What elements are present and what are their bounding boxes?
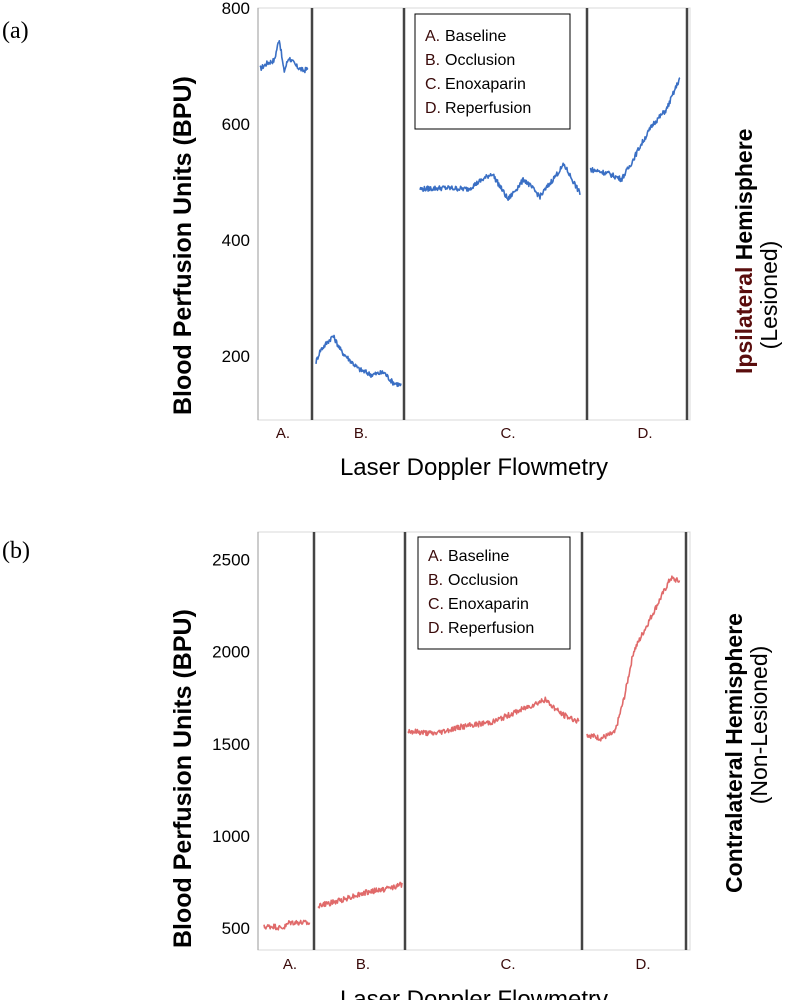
legend-letter: D. — [425, 100, 441, 117]
side-label-bold-b: Contralateral — [721, 751, 747, 893]
legend-text: Enoxaparin — [445, 76, 526, 93]
x-axis-label-b: Laser Doppler Flowmetry — [340, 986, 608, 1000]
series-line-c — [419, 162, 581, 201]
series-line-b — [317, 881, 403, 909]
segment-label: A. — [276, 425, 290, 442]
segment-label: C. — [501, 956, 516, 973]
legend-text: Reperfusion — [445, 100, 531, 117]
side-label-line2-b: (Non-Lesioned) — [746, 646, 772, 805]
y-tick-label: 1500 — [212, 735, 250, 754]
series-line-d — [589, 77, 681, 183]
series-line-b — [315, 334, 402, 388]
segment-label: B. — [354, 425, 368, 442]
segment-label: B. — [356, 956, 370, 973]
series-line-a — [259, 39, 309, 74]
legend-text: Baseline — [448, 548, 509, 565]
y-tick-label: 1000 — [212, 827, 250, 846]
y-tick-label: 600 — [222, 115, 250, 134]
y-tick-label: 2500 — [212, 551, 250, 570]
legend-text: Baseline — [445, 28, 506, 45]
y-tick-label: 500 — [222, 919, 250, 938]
y-tick-label: 400 — [222, 231, 250, 250]
series-line-d — [586, 575, 681, 742]
side-label-rest-b: Hemisphere — [721, 613, 747, 751]
chart-panel-b: 500 1000 1500 2000 2500 A. B. C. D. A. Baseline B. O… — [212, 531, 691, 973]
series-line-c — [407, 696, 580, 737]
segment-label: C. — [501, 425, 516, 442]
series-line-a — [263, 919, 311, 931]
legend-letter: D. — [428, 620, 444, 637]
legend-text: Occlusion — [448, 572, 518, 589]
y-tick-label: 2000 — [212, 643, 250, 662]
side-label-a: Ipsilateral Hemisphere (Lesioned) — [731, 129, 782, 374]
segment-label: D. — [638, 425, 653, 442]
legend-letter: B. — [428, 572, 443, 589]
x-axis-label-a: Laser Doppler Flowmetry — [340, 454, 608, 481]
panel-label-b: (b) — [2, 538, 30, 564]
legend-box — [417, 536, 571, 650]
side-label-bold-a: Ipsilateral — [731, 267, 757, 374]
y-tick-label: 200 — [222, 347, 250, 366]
side-label-b: Contralateral Hemisphere (Non-Lesioned) — [721, 613, 772, 893]
legend-letter: B. — [425, 52, 440, 69]
y-axis-label-b: Blood Perfusion Units (BPU) — [169, 609, 197, 948]
legend-letter: A. — [428, 548, 443, 565]
legend-text: Enoxaparin — [448, 596, 529, 613]
segment-label: A. — [283, 956, 297, 973]
side-label-rest-a: Hemisphere — [731, 129, 757, 267]
segment-label: D. — [636, 956, 651, 973]
chart-panel-a: 200 400 600 800 A. B. C. D. A. Baseline B. Occlusio… — [222, 0, 691, 442]
svg-text:Contralateral Hemisphere: Contralateral Hemisphere — [721, 613, 747, 893]
legend-box — [414, 13, 571, 130]
legend-text: Occlusion — [445, 52, 515, 69]
svg-text:Ipsilateral Hemisphere: Ipsilateral Hemisphere — [731, 129, 757, 374]
legend-letter: C. — [425, 76, 441, 93]
legend-letter: A. — [425, 28, 440, 45]
side-label-line2-a: (Lesioned) — [756, 241, 782, 350]
y-tick-label: 800 — [222, 0, 250, 18]
legend-letter: C. — [428, 596, 444, 613]
panel-label-a: (a) — [2, 18, 29, 44]
y-axis-label-a: Blood Perfusion Units (BPU) — [169, 76, 197, 415]
legend-text: Reperfusion — [448, 620, 534, 637]
